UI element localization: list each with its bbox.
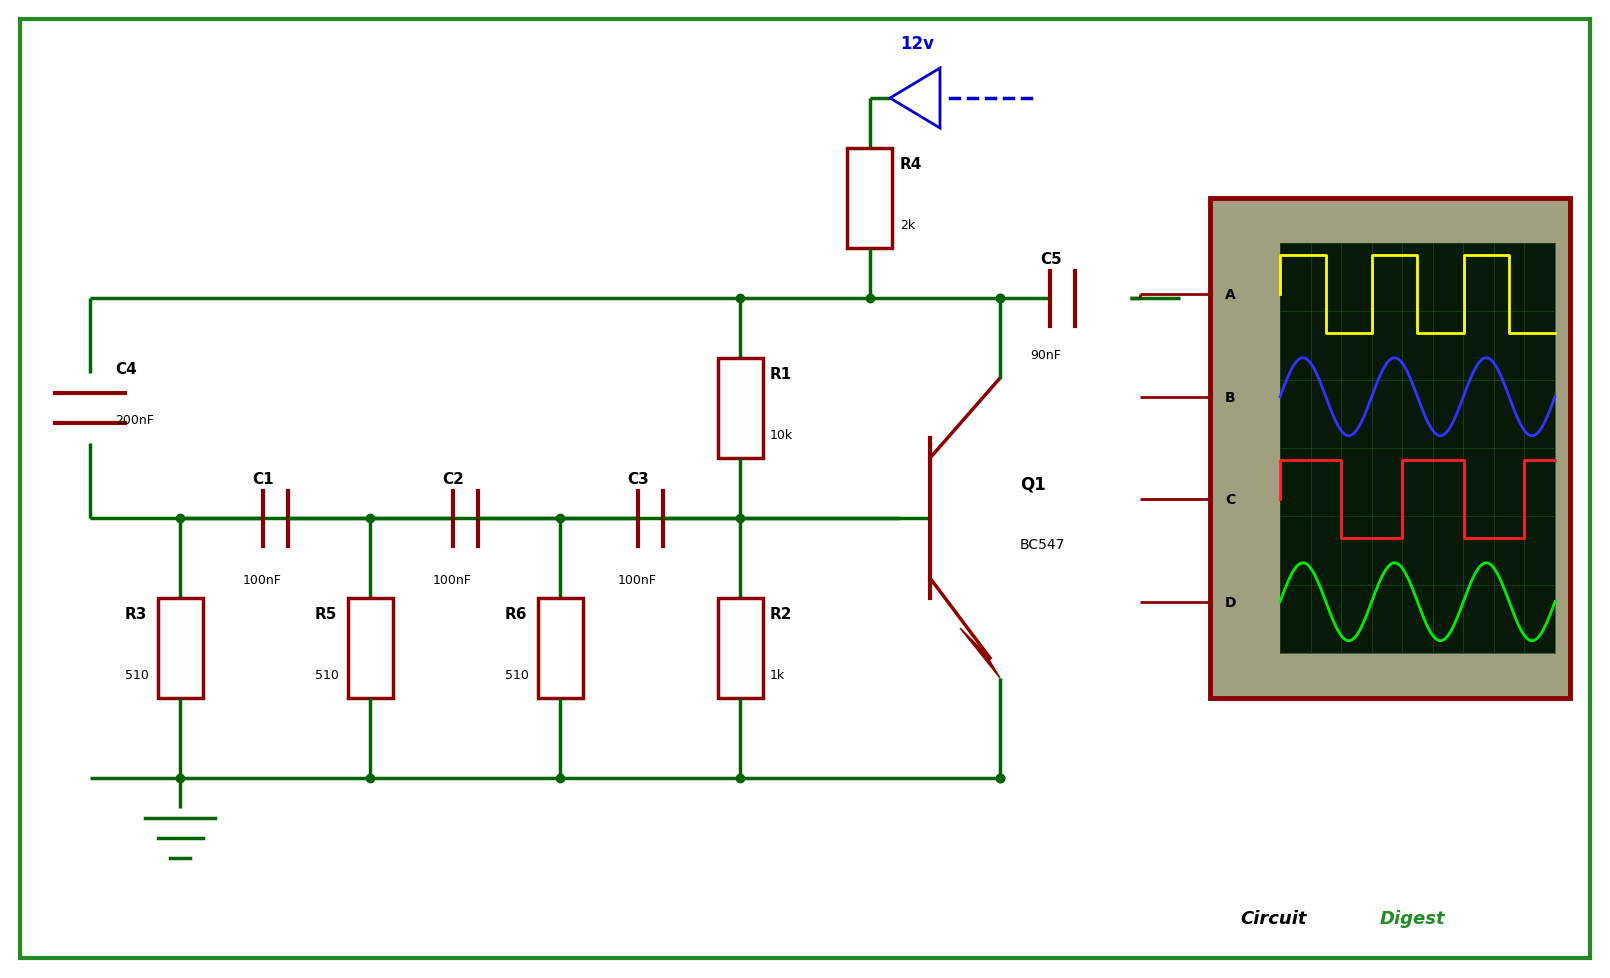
Text: 510: 510 [506,668,528,682]
Text: C5: C5 [1040,251,1061,267]
Text: B: B [1225,390,1235,404]
Bar [847,149,892,248]
Text: R1: R1 [770,367,792,381]
Text: 1k: 1k [770,668,786,682]
Bar [1211,199,1570,698]
Text: C3: C3 [628,471,649,486]
Text: 12v: 12v [900,35,934,53]
Text: R5: R5 [316,606,338,621]
Text: R2: R2 [770,606,792,621]
Text: C4: C4 [114,362,137,377]
Text: 510: 510 [316,668,338,682]
Text: R6: R6 [506,606,528,621]
Text: C2: C2 [443,471,464,486]
Bar [158,599,203,698]
Text: Circuit: Circuit [1240,910,1306,927]
Text: 100nF: 100nF [618,573,657,587]
Bar [718,599,763,698]
Text: R4: R4 [900,156,923,172]
Polygon shape [960,628,1000,679]
Bar [718,359,763,459]
Text: 10k: 10k [770,428,794,441]
Text: 90nF: 90nF [1030,348,1061,362]
Bar [1280,244,1555,653]
Text: C: C [1225,493,1235,507]
Text: 100nF: 100nF [433,573,472,587]
Text: BC547: BC547 [1021,538,1066,552]
Text: 2k: 2k [900,219,914,232]
Bar [348,599,393,698]
Text: Q1: Q1 [1021,474,1046,493]
Text: A: A [1225,288,1236,302]
Text: 100nF: 100nF [243,573,282,587]
Text: D: D [1225,596,1236,609]
Text: 510: 510 [126,668,148,682]
Text: R3: R3 [126,606,148,621]
Text: Digest: Digest [1380,910,1446,927]
Bar [538,599,583,698]
Text: 200nF: 200nF [114,414,155,426]
Text: C1: C1 [253,471,274,486]
